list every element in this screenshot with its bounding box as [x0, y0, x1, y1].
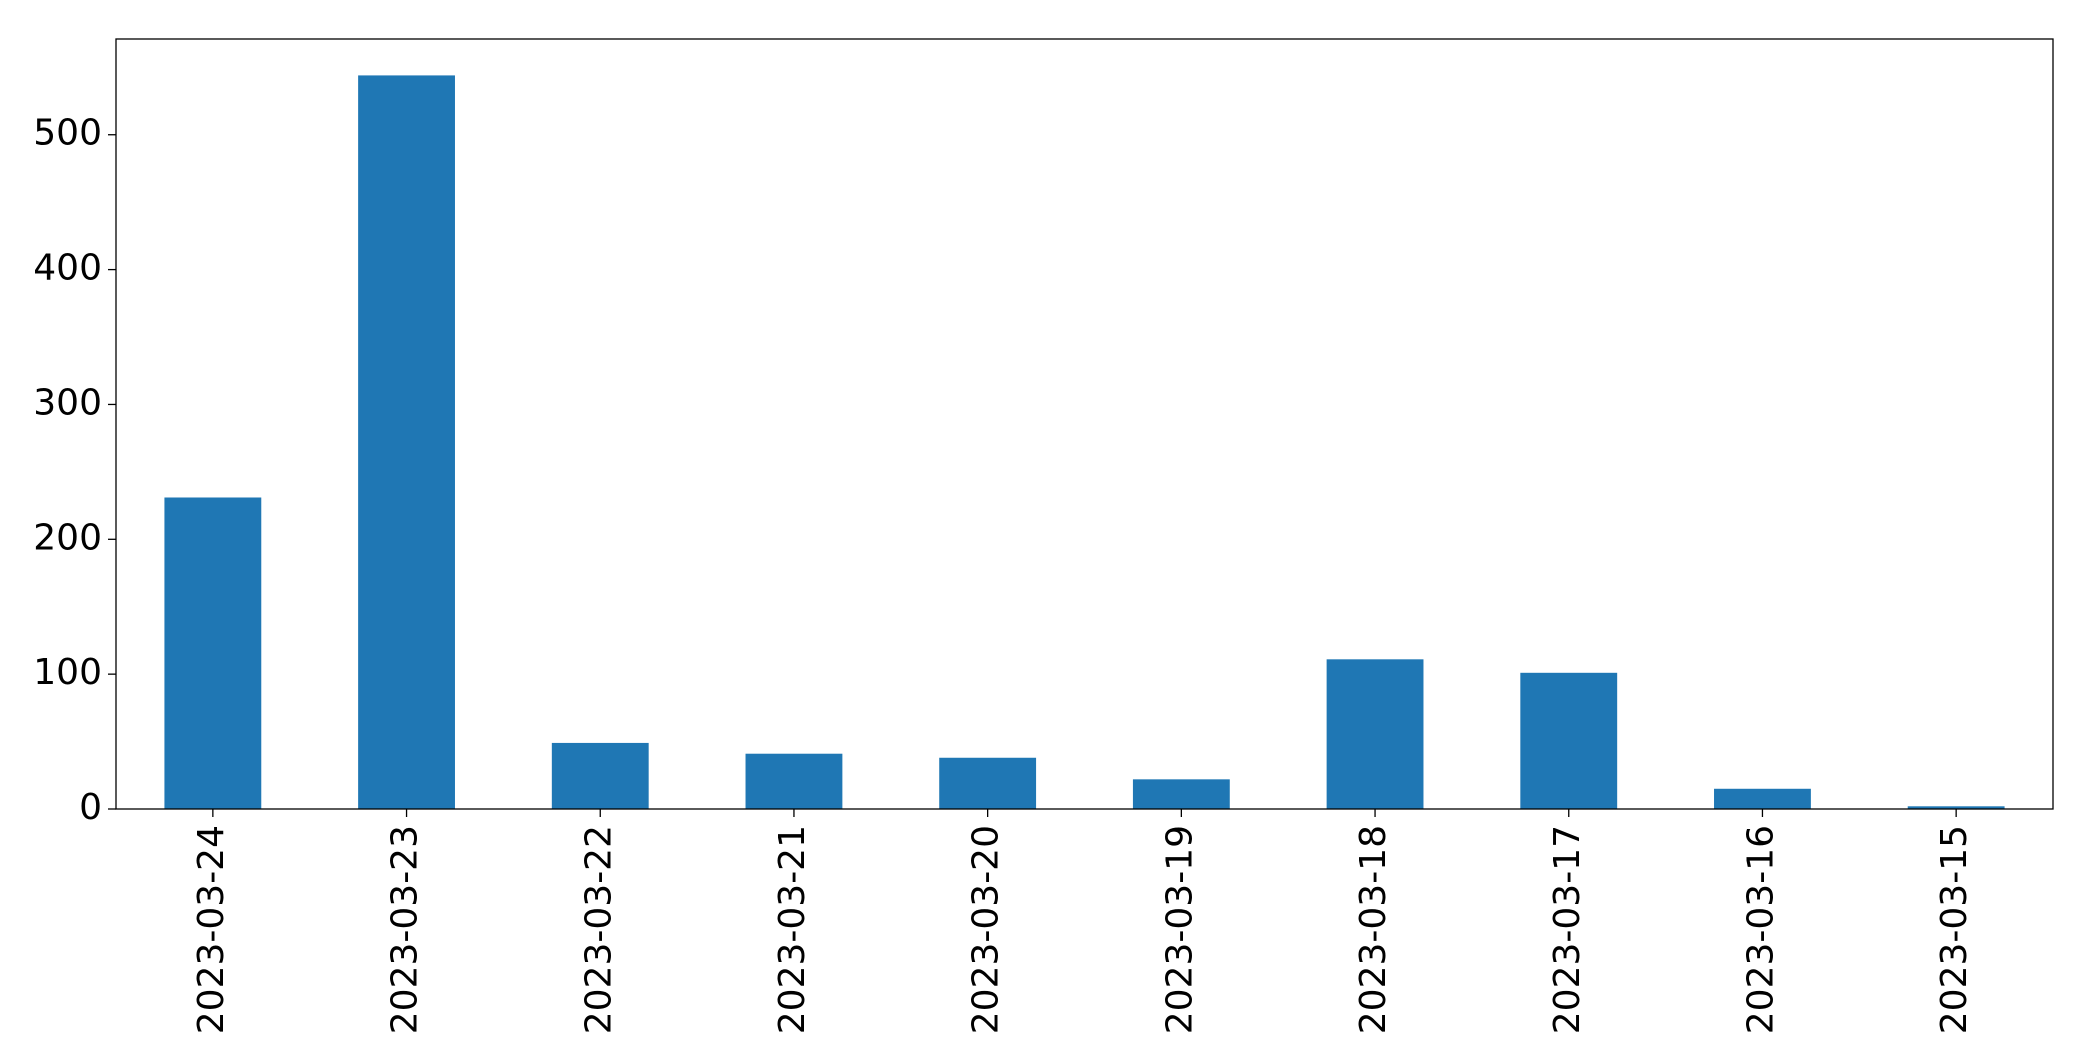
x-tick-label: 2023-03-20 [966, 825, 1007, 1034]
x-tick-label: 2023-03-18 [1353, 825, 1394, 1034]
x-tick-label: 2023-03-24 [191, 825, 232, 1034]
bar [745, 753, 843, 809]
x-tick-label: 2023-03-15 [1934, 825, 1975, 1034]
x-tick-label: 2023-03-21 [772, 825, 813, 1034]
bar [164, 497, 262, 809]
bar [1132, 779, 1230, 809]
bar [1907, 806, 2005, 809]
x-tick-label: 2023-03-17 [1547, 825, 1588, 1034]
y-tick-label: 0 [79, 787, 102, 828]
x-tick-label: 2023-03-16 [1740, 825, 1781, 1034]
x-tick-label: 2023-03-22 [578, 825, 619, 1034]
bar [1714, 788, 1811, 809]
y-tick-label: 300 [33, 382, 102, 423]
bar [551, 742, 649, 809]
bar [358, 75, 455, 810]
bar [1520, 672, 1618, 809]
y-tick-label: 100 [33, 652, 102, 693]
x-tick-label: 2023-03-23 [385, 825, 426, 1034]
y-tick-label: 500 [33, 113, 102, 154]
bar [1326, 659, 1424, 809]
y-tick-label: 200 [33, 517, 102, 558]
plot-frame [115, 38, 2054, 810]
bar [939, 757, 1037, 809]
y-tick-label: 400 [33, 248, 102, 289]
x-tick-label: 2023-03-19 [1159, 825, 1200, 1034]
